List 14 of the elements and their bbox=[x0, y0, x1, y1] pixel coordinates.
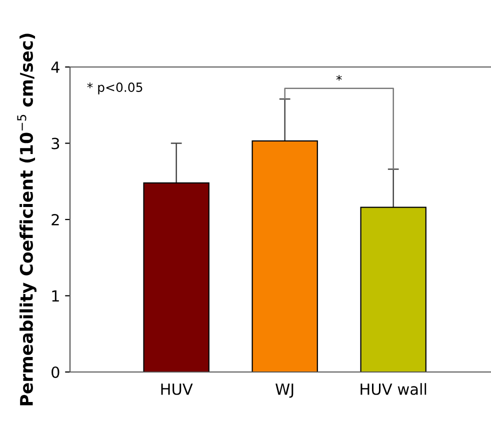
annotation: * p<0.05 bbox=[87, 82, 142, 94]
y-tick-label: 4 bbox=[51, 62, 60, 73]
y-axis-title: Permeability Coefficient (10$^{−5}$ cm/sec) bbox=[17, 34, 36, 406]
annotation: * bbox=[336, 74, 342, 81]
x-tick-label: HUV bbox=[161, 384, 193, 395]
bar bbox=[360, 206, 426, 372]
y-tick-label: 0 bbox=[52, 366, 60, 378]
x-tick-label: WJ bbox=[276, 384, 294, 398]
x-tick-label: HUV wall bbox=[360, 383, 426, 395]
y-tick-label: 3 bbox=[52, 138, 60, 150]
y-tick-label: 2 bbox=[52, 214, 59, 226]
bar bbox=[143, 182, 210, 372]
y-tick-label: 1 bbox=[52, 290, 59, 302]
bar bbox=[252, 140, 318, 372]
